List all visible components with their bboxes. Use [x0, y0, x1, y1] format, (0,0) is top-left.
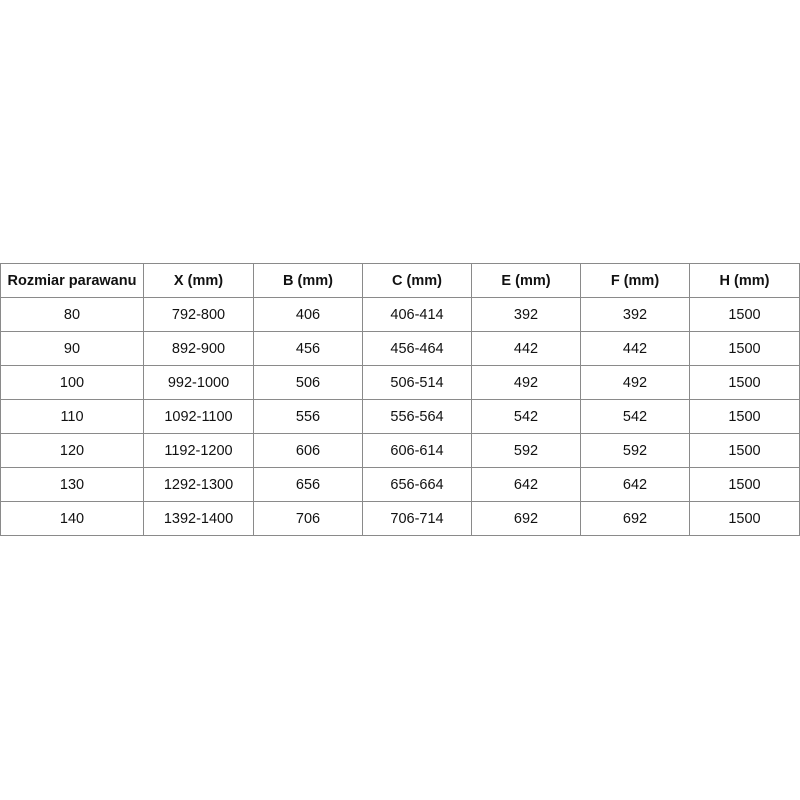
- table-cell: 692: [471, 501, 581, 536]
- table-row: 90 892-900 456 456-464 442 442 1500: [0, 331, 800, 366]
- column-header: B (mm): [253, 263, 363, 298]
- column-header: X (mm): [143, 263, 254, 298]
- header-row: Rozmiar parawanu X (mm) B (mm) C (mm) E (mm)…: [0, 263, 800, 298]
- table-cell: 606: [253, 433, 363, 468]
- table-cell: 140: [0, 501, 144, 536]
- column-header: C (mm): [362, 263, 472, 298]
- table-cell: 542: [580, 399, 690, 434]
- table-row: 80 792-800 406 406-414 392 392 1500: [0, 297, 800, 332]
- column-header: Rozmiar parawanu: [0, 263, 144, 298]
- table-cell: 1500: [689, 501, 800, 536]
- table-cell: 892-900: [143, 331, 254, 366]
- table-cell: 110: [0, 399, 144, 434]
- table-cell: 392: [471, 297, 581, 332]
- table-row: 140 1392-1400 706 706-714 692 692 1500: [0, 501, 800, 536]
- table-cell: 1392-1400: [143, 501, 254, 536]
- column-header: E (mm): [471, 263, 581, 298]
- table-row: 110 1092-1100 556 556-564 542 542 1500: [0, 399, 800, 434]
- table-cell: 1092-1100: [143, 399, 254, 434]
- table-cell: 556-564: [362, 399, 472, 434]
- table-cell: 492: [580, 365, 690, 400]
- table-row: 100 992-1000 506 506-514 492 492 1500: [0, 365, 800, 400]
- table-cell: 1292-1300: [143, 467, 254, 502]
- table-cell: 1192-1200: [143, 433, 254, 468]
- table-cell: 120: [0, 433, 144, 468]
- table-row: 130 1292-1300 656 656-664 642 642 1500: [0, 467, 800, 502]
- table-cell: 556: [253, 399, 363, 434]
- table-cell: 1500: [689, 365, 800, 400]
- table-row: 120 1192-1200 606 606-614 592 592 1500: [0, 433, 800, 468]
- table-cell: 100: [0, 365, 144, 400]
- table-cell: 90: [0, 331, 144, 366]
- table-cell: 706-714: [362, 501, 472, 536]
- table-cell: 642: [580, 467, 690, 502]
- table-cell: 1500: [689, 331, 800, 366]
- table-cell: 656: [253, 467, 363, 502]
- table-cell: 1500: [689, 399, 800, 434]
- table-cell: 442: [471, 331, 581, 366]
- table-cell: 506-514: [362, 365, 472, 400]
- table-cell: 492: [471, 365, 581, 400]
- table-cell: 456-464: [362, 331, 472, 366]
- table-cell: 406: [253, 297, 363, 332]
- column-header: H (mm): [689, 263, 800, 298]
- table-cell: 656-664: [362, 467, 472, 502]
- table-cell: 792-800: [143, 297, 254, 332]
- table-cell: 1500: [689, 433, 800, 468]
- table-cell: 706: [253, 501, 363, 536]
- table-cell: 442: [580, 331, 690, 366]
- table-cell: 392: [580, 297, 690, 332]
- table-cell: 592: [580, 433, 690, 468]
- table-cell: 1500: [689, 467, 800, 502]
- table-cell: 692: [580, 501, 690, 536]
- table-cell: 506: [253, 365, 363, 400]
- table-cell: 606-614: [362, 433, 472, 468]
- table-cell: 542: [471, 399, 581, 434]
- table-cell: 456: [253, 331, 363, 366]
- column-header: F (mm): [580, 263, 690, 298]
- table-cell: 1500: [689, 297, 800, 332]
- table-cell: 130: [0, 467, 144, 502]
- table-cell: 592: [471, 433, 581, 468]
- table-cell: 80: [0, 297, 144, 332]
- dimensions-table: Rozmiar parawanu X (mm) B (mm) C (mm) E (mm)…: [0, 263, 800, 536]
- table-cell: 642: [471, 467, 581, 502]
- table-cell: 992-1000: [143, 365, 254, 400]
- table-cell: 406-414: [362, 297, 472, 332]
